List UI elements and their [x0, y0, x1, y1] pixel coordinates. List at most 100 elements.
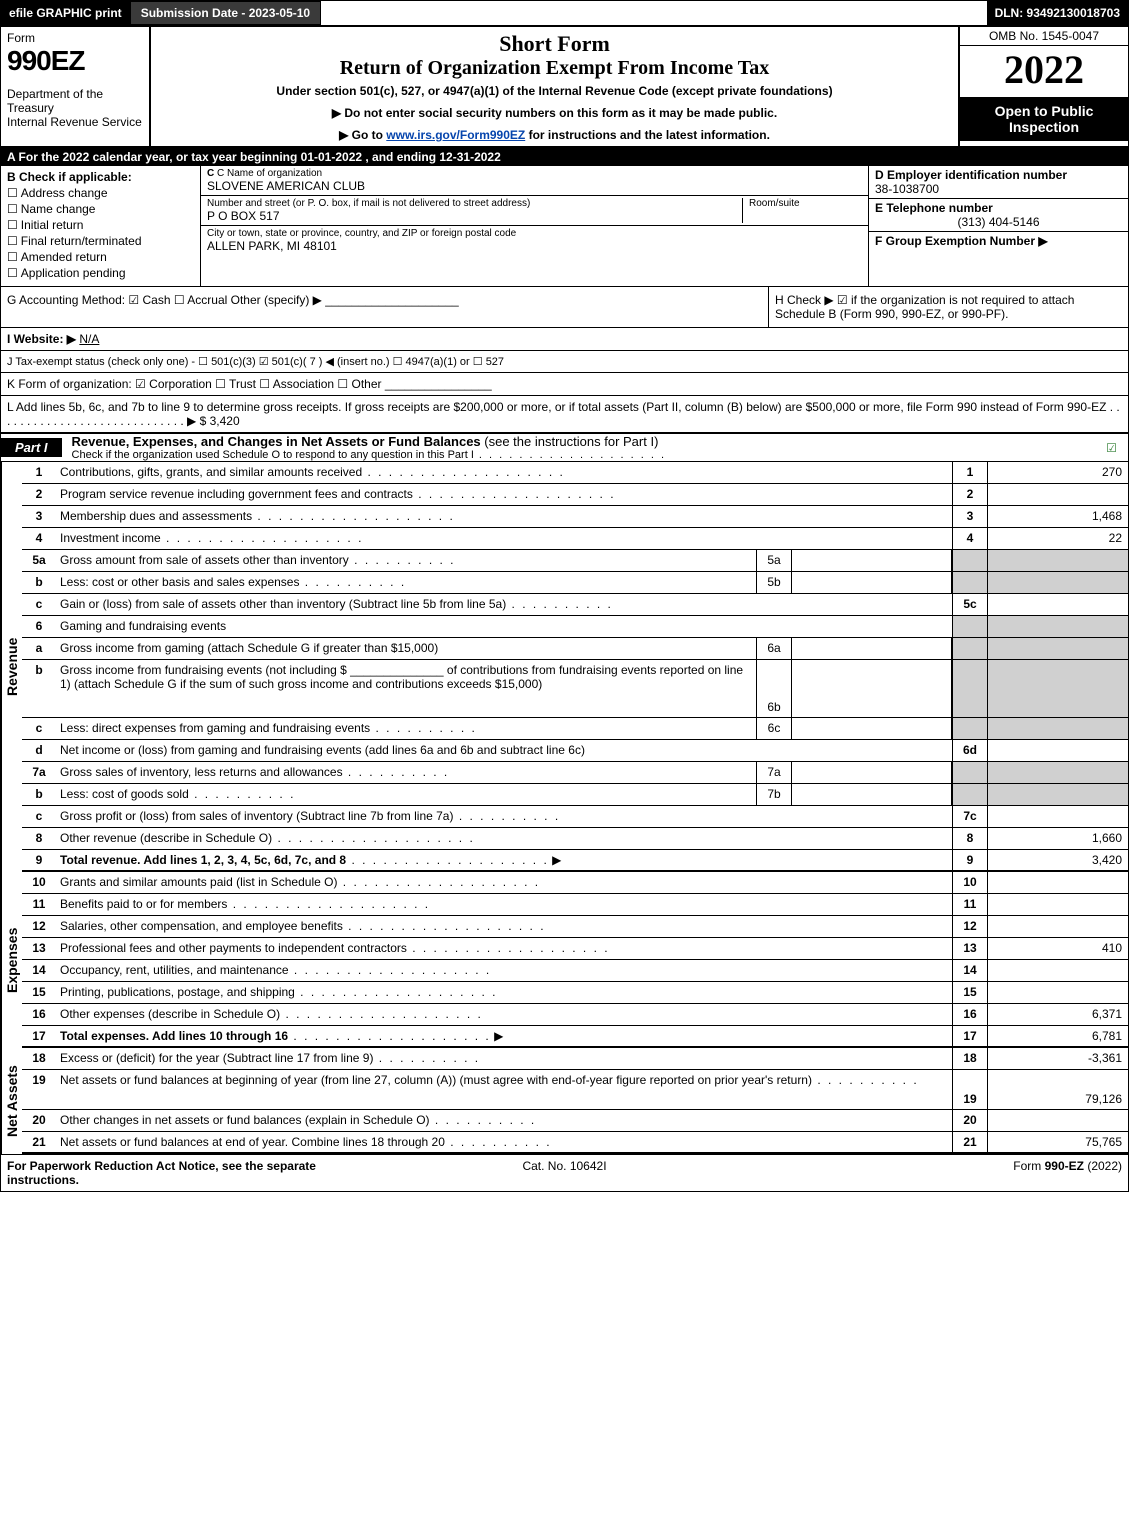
line-10-desc: Grants and similar amounts paid (list in…: [56, 872, 952, 893]
line-18-num: 18: [22, 1048, 56, 1069]
line-5c: c Gain or (loss) from sale of assets oth…: [22, 594, 1128, 616]
line-12-num: 12: [22, 916, 56, 937]
cb-application-pending[interactable]: Application pending: [7, 266, 194, 280]
line-6: 6 Gaming and fundraising events: [22, 616, 1128, 638]
line-6a: a Gross income from gaming (attach Sched…: [22, 638, 1128, 660]
cb-initial-return[interactable]: Initial return: [7, 218, 194, 232]
line-6c-rv: [988, 718, 1128, 739]
line-18-rv: -3,361: [988, 1048, 1128, 1069]
cb-final-return[interactable]: Final return/terminated: [7, 234, 194, 248]
line-7b-iv: [792, 784, 952, 805]
line-10-num: 10: [22, 872, 56, 893]
line-4: 4 Investment income 4 22: [22, 528, 1128, 550]
line-16-rv: 6,371: [988, 1004, 1128, 1025]
line-a: A For the 2022 calendar year, or tax yea…: [1, 148, 1128, 166]
header-right: OMB No. 1545-0047 2022 Open to Public In…: [958, 27, 1128, 146]
part1-title-note: (see the instructions for Part I): [484, 434, 658, 449]
short-form-title: Short Form: [159, 31, 950, 57]
efile-print-button[interactable]: efile GRAPHIC print: [1, 1, 130, 25]
line-15-rn: 15: [952, 982, 988, 1003]
line-6c-in: 6c: [756, 718, 792, 739]
line-19-rv: 79,126: [988, 1070, 1128, 1109]
line-9-desc-text: Total revenue. Add lines 1, 2, 3, 4, 5c,…: [60, 853, 346, 867]
line-5c-desc: Gain or (loss) from sale of assets other…: [56, 594, 952, 615]
line-6d: d Net income or (loss) from gaming and f…: [22, 740, 1128, 762]
b-title: B Check if applicable:: [7, 170, 194, 184]
col-c: C C Name of organization SLOVENE AMERICA…: [201, 166, 868, 286]
line-7a-num: 7a: [22, 762, 56, 783]
submission-date-button[interactable]: Submission Date - 2023-05-10: [130, 1, 321, 25]
row-l: L Add lines 5b, 6c, and 7b to line 9 to …: [1, 396, 1128, 433]
line-4-num: 4: [22, 528, 56, 549]
cb-address-change[interactable]: Address change: [7, 186, 194, 200]
c-name-label-text: C Name of organization: [217, 168, 322, 179]
line-8-rv: 1,660: [988, 828, 1128, 849]
line-7c-num: c: [22, 806, 56, 827]
c-name-cell: C C Name of organization SLOVENE AMERICA…: [201, 166, 868, 196]
line-14: 14 Occupancy, rent, utilities, and maint…: [22, 960, 1128, 982]
line-19-num: 19: [22, 1070, 56, 1109]
line-7c-rv: [988, 806, 1128, 827]
addr-value: P O BOX 517: [207, 209, 742, 223]
line-10-rv: [988, 872, 1128, 893]
col-def: D Employer identification number 38-1038…: [868, 166, 1128, 286]
d-ein: D Employer identification number 38-1038…: [869, 166, 1128, 199]
irs-link[interactable]: www.irs.gov/Form990EZ: [386, 128, 525, 142]
footer-left: For Paperwork Reduction Act Notice, see …: [7, 1159, 379, 1187]
addr-label: Number and street (or P. O. box, if mail…: [207, 198, 742, 209]
c-name-label: C C Name of organization: [207, 168, 862, 179]
line-5c-rv: [988, 594, 1128, 615]
line-6a-iv: [792, 638, 952, 659]
line-6-rv: [988, 616, 1128, 637]
row-k: K Form of organization: ☑ Corporation ☐ …: [1, 373, 1128, 396]
top-bar: efile GRAPHIC print Submission Date - 20…: [1, 1, 1128, 27]
line-5a-num: 5a: [22, 550, 56, 571]
line-7c: c Gross profit or (loss) from sales of i…: [22, 806, 1128, 828]
website-value: N/A: [79, 332, 99, 346]
line-18: 18 Excess or (deficit) for the year (Sub…: [22, 1048, 1128, 1070]
line-17-rv: 6,781: [988, 1026, 1128, 1046]
line-9-desc: Total revenue. Add lines 1, 2, 3, 4, 5c,…: [56, 850, 952, 870]
expenses-block: Expenses 10 Grants and similar amounts p…: [1, 872, 1128, 1048]
line-3-rv: 1,468: [988, 506, 1128, 527]
line-1: 1 Contributions, gifts, grants, and simi…: [22, 462, 1128, 484]
line-2: 2 Program service revenue including gove…: [22, 484, 1128, 506]
note-goto-post: for instructions and the latest informat…: [525, 128, 770, 142]
line-3: 3 Membership dues and assessments 3 1,46…: [22, 506, 1128, 528]
line-12: 12 Salaries, other compensation, and emp…: [22, 916, 1128, 938]
d-value: 38-1038700: [875, 182, 1122, 196]
line-15-rv: [988, 982, 1128, 1003]
note-no-ssn: ▶ Do not enter social security numbers o…: [159, 106, 950, 120]
line-6c-desc: Less: direct expenses from gaming and fu…: [56, 718, 756, 739]
line-16-desc: Other expenses (describe in Schedule O): [56, 1004, 952, 1025]
e-phone: E Telephone number (313) 404-5146: [869, 199, 1128, 232]
sidelabel-expenses: Expenses: [1, 872, 22, 1048]
line-6a-num: a: [22, 638, 56, 659]
dln-label: DLN: 93492130018703: [987, 1, 1128, 25]
expenses-lines: 10 Grants and similar amounts paid (list…: [22, 872, 1128, 1048]
line-5b-num: b: [22, 572, 56, 593]
cb-name-change[interactable]: Name change: [7, 202, 194, 216]
line-21: 21 Net assets or fund balances at end of…: [22, 1132, 1128, 1154]
row-i: I Website: ▶ N/A: [1, 328, 1128, 351]
line-6a-in: 6a: [756, 638, 792, 659]
line-2-desc: Program service revenue including govern…: [56, 484, 952, 505]
line-18-desc: Excess or (deficit) for the year (Subtra…: [56, 1048, 952, 1069]
line-7b: b Less: cost of goods sold 7b: [22, 784, 1128, 806]
line-14-desc: Occupancy, rent, utilities, and maintena…: [56, 960, 952, 981]
sidelabel-revenue: Revenue: [1, 462, 22, 872]
line-4-rv: 22: [988, 528, 1128, 549]
open-to-public-badge: Open to Public Inspection: [960, 97, 1128, 141]
line-8-desc: Other revenue (describe in Schedule O): [56, 828, 952, 849]
line-6-desc: Gaming and fundraising events: [56, 616, 952, 637]
line-7a-in: 7a: [756, 762, 792, 783]
line-6a-rn: [952, 638, 988, 659]
line-6d-num: d: [22, 740, 56, 761]
line-6-num: 6: [22, 616, 56, 637]
line-20-rn: 20: [952, 1110, 988, 1131]
cb-amended-return[interactable]: Amended return: [7, 250, 194, 264]
line-10: 10 Grants and similar amounts paid (list…: [22, 872, 1128, 894]
footer-mid: Cat. No. 10642I: [379, 1159, 751, 1187]
part1-check[interactable]: [1098, 441, 1128, 455]
line-6b-num: b: [22, 660, 56, 717]
